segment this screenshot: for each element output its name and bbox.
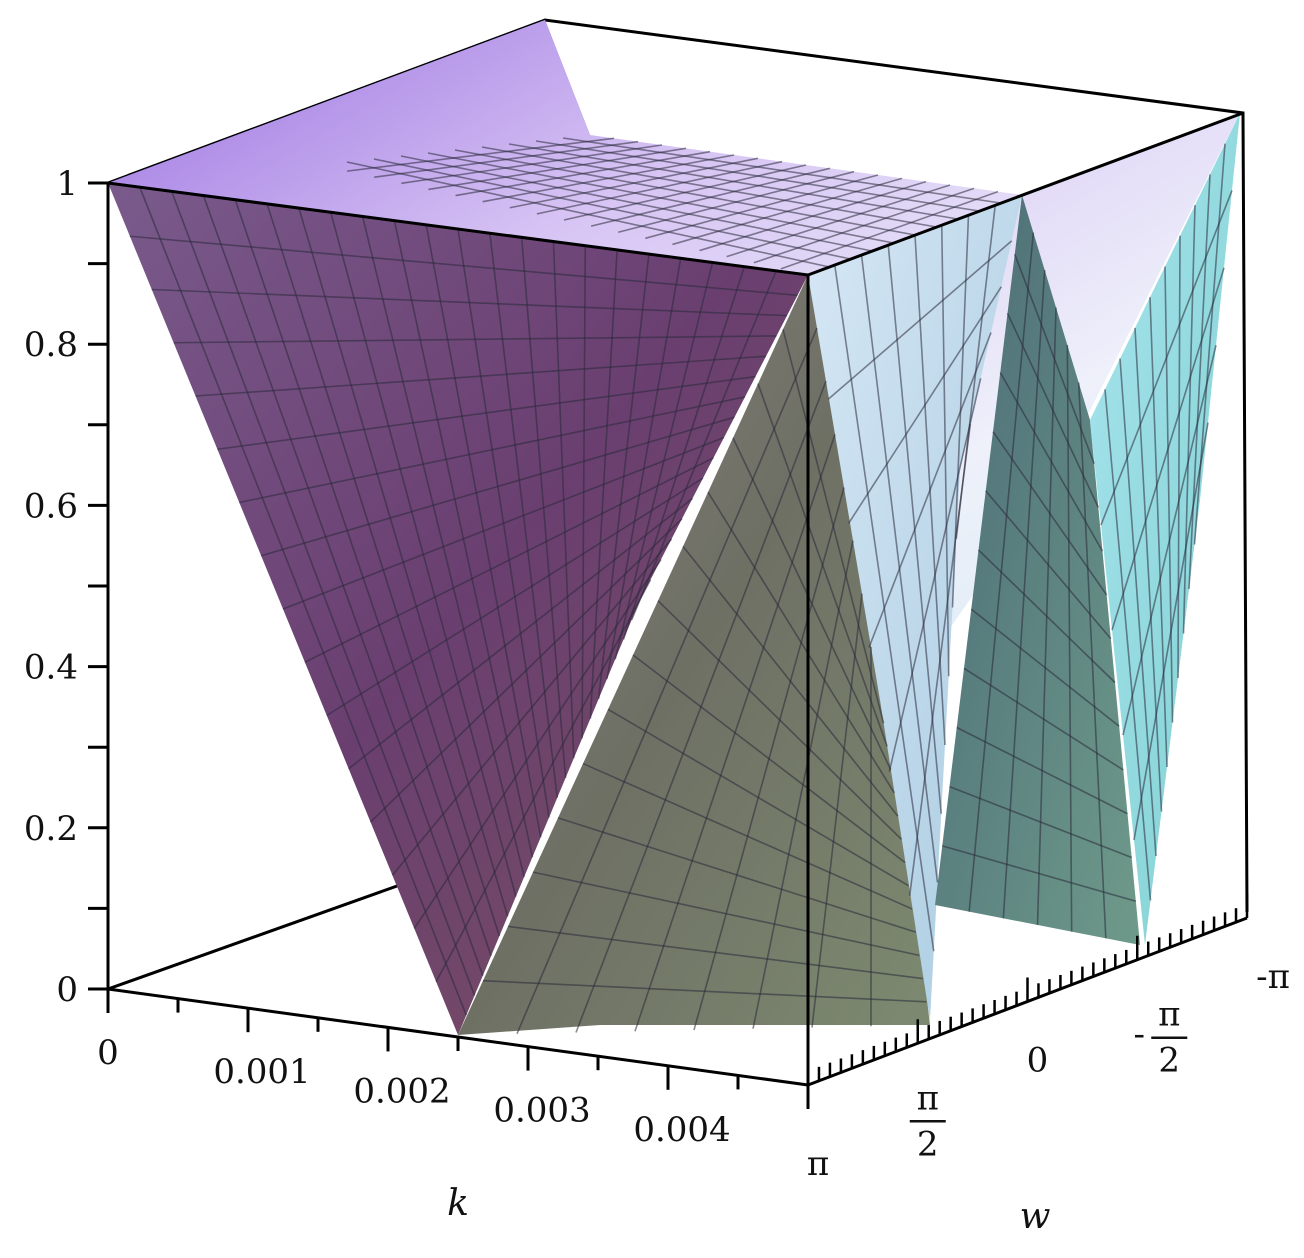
mesh-line [968, 232, 1035, 912]
mesh-line [347, 137, 615, 172]
x-axis-label: k [447, 1183, 469, 1224]
mesh-line [634, 434, 836, 1032]
mesh-line [1122, 345, 1217, 736]
mesh-line [282, 436, 725, 610]
mesh-line [699, 180, 927, 252]
y-tick-label: π [807, 1144, 829, 1184]
svg-text:-: - [1134, 1015, 1146, 1055]
y-axis-label: w [1020, 1196, 1051, 1237]
mesh-line [369, 518, 683, 823]
svg-text:π: π [1158, 995, 1180, 1035]
mesh-line [693, 487, 845, 1031]
x-tick-label: 0 [97, 1033, 119, 1073]
mesh-line [435, 579, 652, 983]
mesh-line [260, 416, 735, 557]
mesh-line [1077, 382, 1107, 939]
mesh-line [509, 157, 759, 209]
mesh-line [195, 355, 767, 397]
mesh-line [780, 190, 999, 270]
surface-second-peak [935, 195, 1140, 945]
mesh-line [391, 538, 673, 876]
mesh-line [326, 477, 704, 717]
z-tick-label: 0.2 [24, 809, 78, 849]
svg-text:-π: -π [1256, 957, 1290, 997]
surface-mesh [129, 137, 1233, 1035]
x-tick-label: 0.004 [633, 1110, 730, 1150]
mesh-line [1149, 297, 1168, 768]
mesh-line [645, 174, 879, 240]
surface-front-ridge [458, 275, 930, 1035]
mesh-line [536, 160, 783, 215]
y-tick-label: - π 2 [1134, 995, 1188, 1081]
mesh-line [888, 378, 982, 772]
x-tick-label: 0.001 [213, 1052, 310, 1092]
mesh-line [575, 380, 827, 1033]
svg-text:2: 2 [1158, 1041, 1180, 1081]
mesh-line [1066, 344, 1073, 932]
mesh-line [217, 375, 756, 451]
mesh-line [1133, 422, 1209, 841]
x-tick-label: 0.003 [493, 1091, 590, 1131]
svg-text:π: π [917, 1078, 939, 1118]
mesh-line [753, 187, 975, 264]
mesh-line [1119, 358, 1157, 857]
mesh-line [516, 327, 818, 1035]
mesh-line [374, 140, 639, 179]
mesh-line [239, 396, 746, 504]
mesh-line [827, 240, 1013, 400]
mesh-line [563, 164, 807, 221]
mesh-line [129, 235, 798, 297]
mesh-line [1002, 269, 1046, 919]
mesh-line [618, 170, 855, 233]
svg-text:0: 0 [1027, 1041, 1049, 1081]
mesh-line [428, 147, 687, 191]
mesh-line [1164, 266, 1174, 723]
z-tick-label: 1 [56, 164, 78, 204]
mesh-line [482, 154, 735, 203]
x-axis: 0 0.001 0.002 0.003 0.004 [97, 989, 810, 1150]
mesh-line [304, 457, 714, 663]
mesh-line [847, 286, 1003, 524]
z-tick-label: 0 [56, 970, 78, 1010]
z-tick-label: 0.6 [24, 486, 78, 526]
z-tick-label: 0.4 [24, 648, 78, 688]
y-tick-label: -π [1256, 957, 1290, 997]
mesh-line [1036, 307, 1057, 926]
mesh-line [1100, 190, 1233, 526]
mesh-line [726, 184, 951, 258]
mesh-line [1193, 143, 1226, 545]
svg-text:2: 2 [917, 1124, 939, 1164]
mesh-line [672, 177, 903, 246]
mesh-line [1188, 174, 1211, 590]
mesh-line [1177, 235, 1181, 679]
mesh-line [173, 335, 777, 344]
mesh-line [1134, 327, 1163, 812]
mesh-line [401, 144, 663, 185]
mesh-line [413, 558, 662, 929]
z-axis: 0 0.2 0.4 0.6 0.8 1 [24, 164, 108, 1010]
mesh-line [752, 540, 854, 1029]
mesh-line [908, 424, 972, 896]
mesh-line [811, 593, 863, 1028]
mesh-line [1111, 267, 1225, 631]
mesh-line [455, 150, 711, 197]
svg-text:π: π [807, 1144, 829, 1184]
mesh-line [151, 288, 788, 317]
x-tick-label: 0.002 [353, 1071, 450, 1111]
surface-middle-band [808, 195, 1022, 1020]
mesh-line [1182, 205, 1196, 634]
y-tick-label: 0 [1027, 1041, 1049, 1081]
mesh-line [1104, 389, 1152, 901]
z-tick-label: 0.8 [24, 325, 78, 365]
mesh-line [348, 497, 693, 770]
mesh-line [590, 167, 831, 227]
y-tick-label: π2 [909, 1078, 946, 1164]
mesh-line [868, 332, 992, 648]
